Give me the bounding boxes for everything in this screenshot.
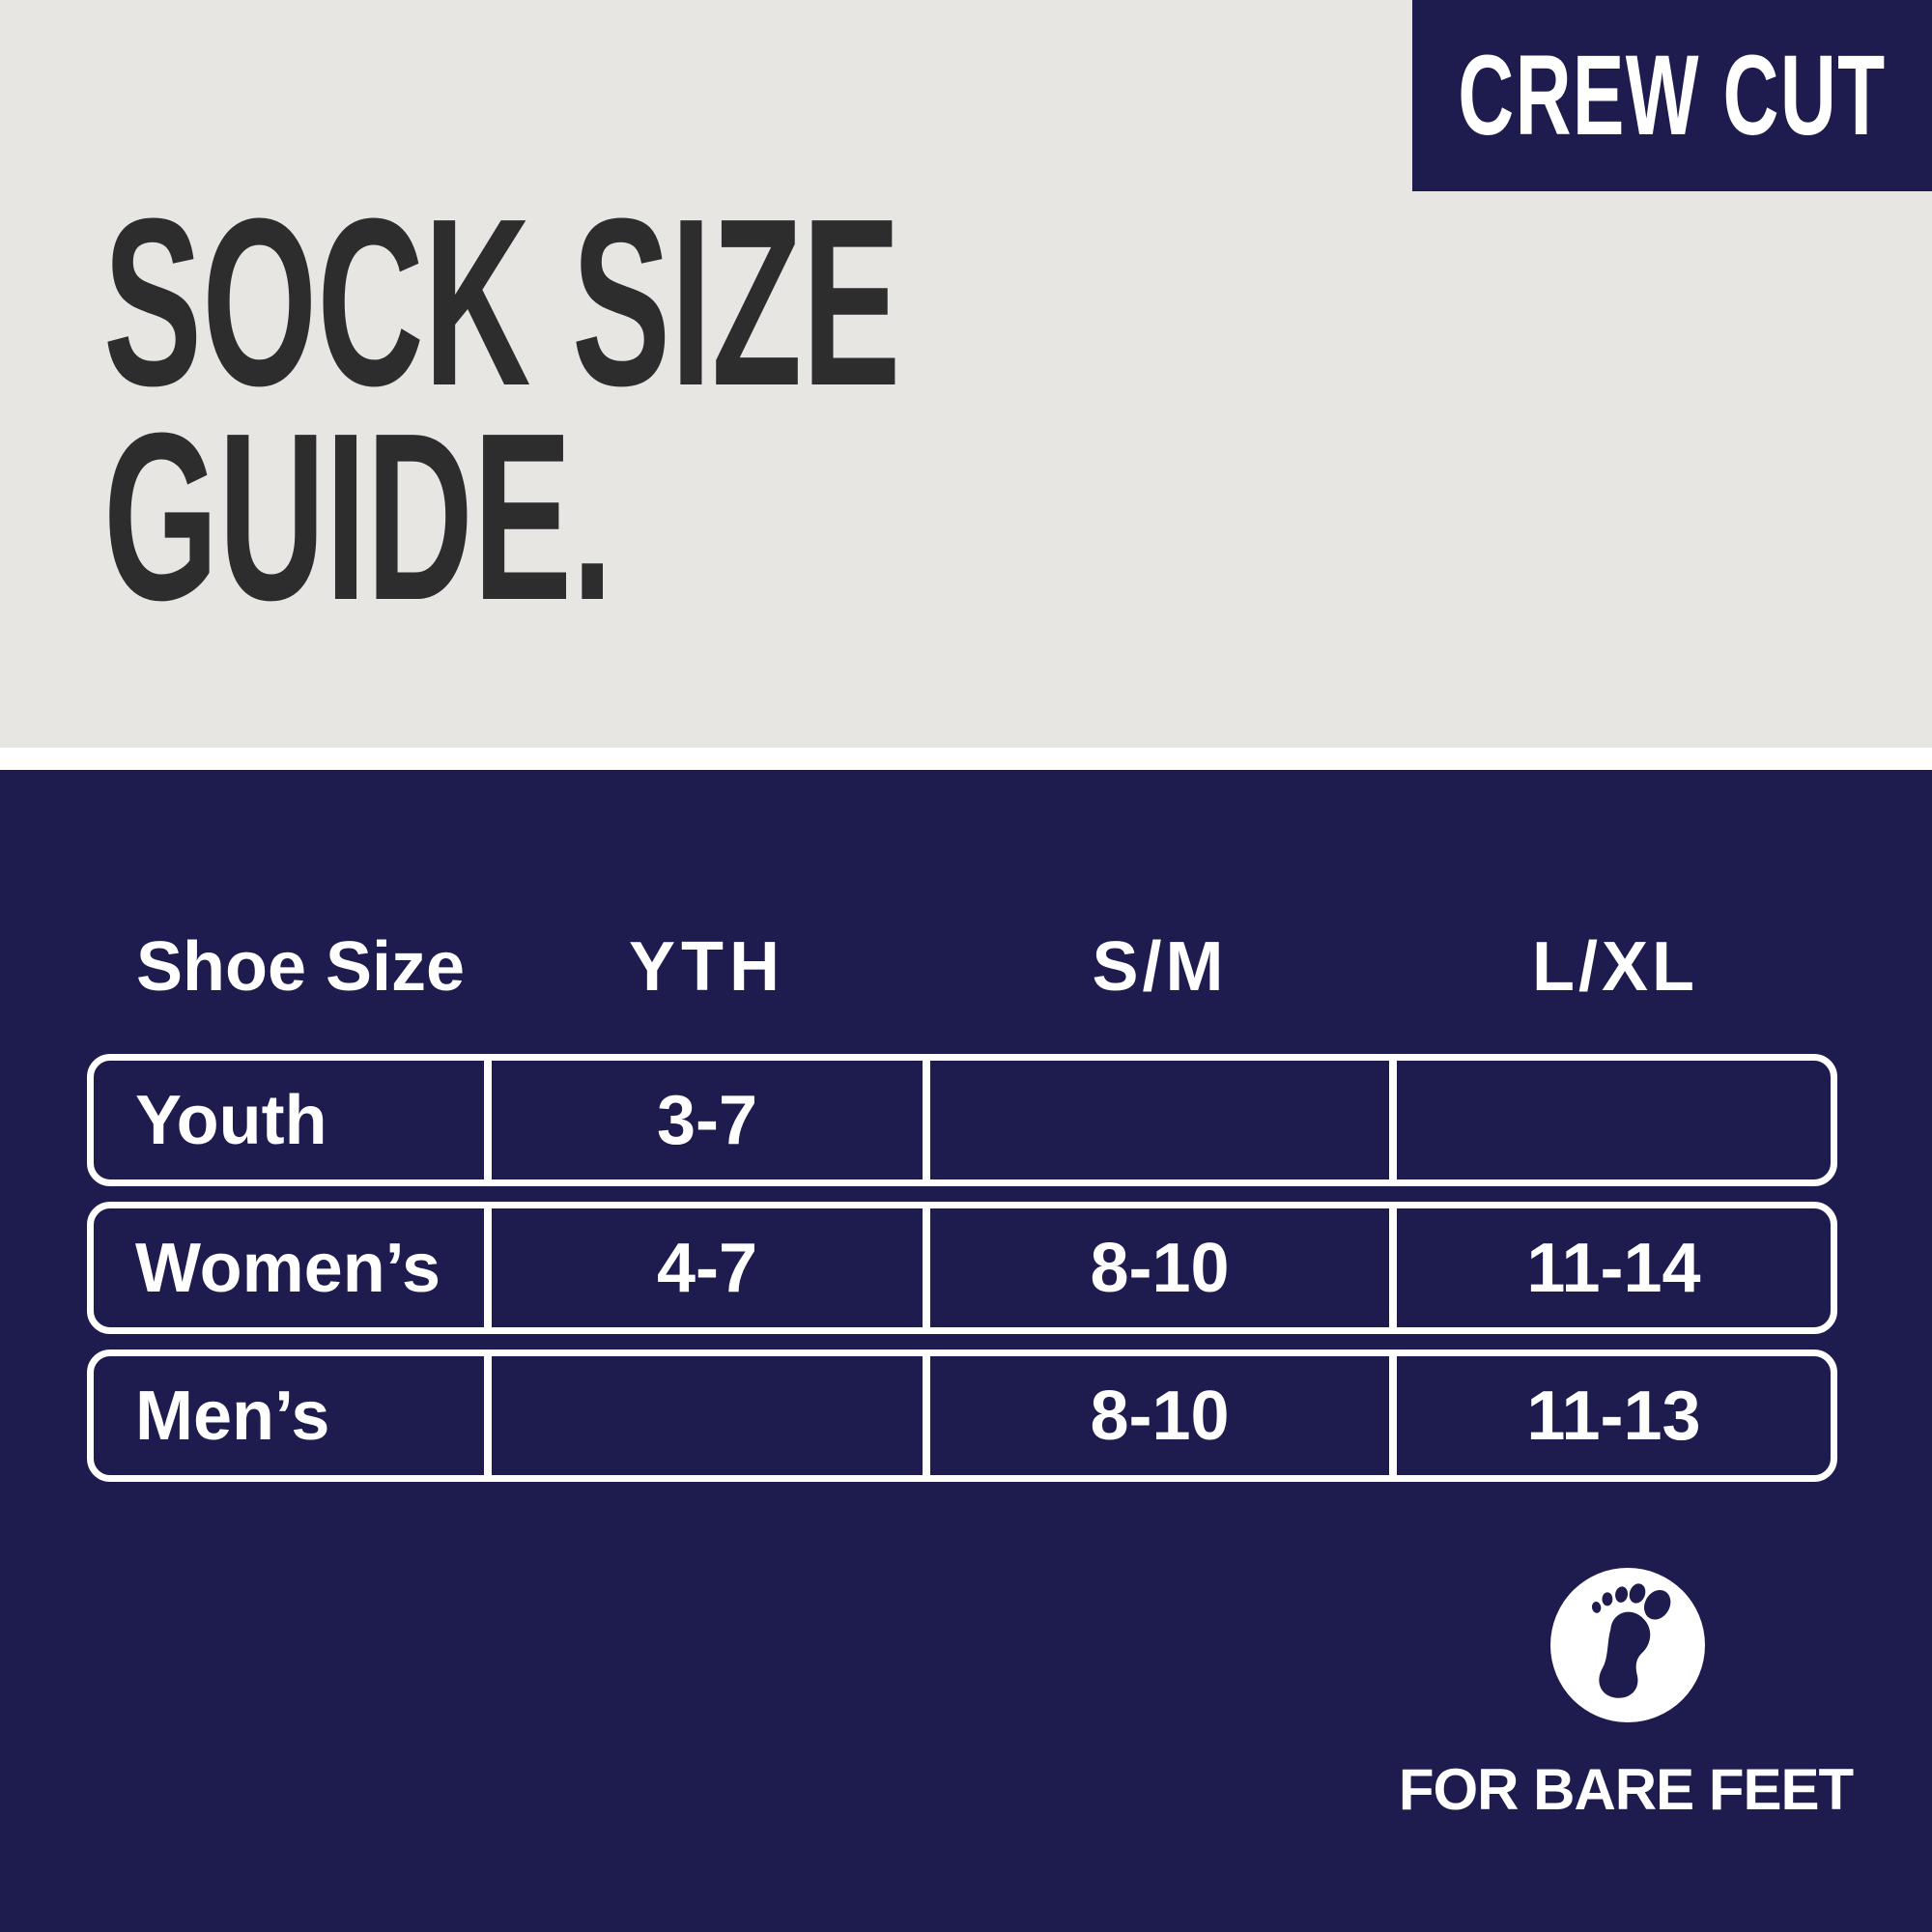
page-title-line1: SOCK SIZE xyxy=(103,169,901,436)
cell-yth xyxy=(492,1356,930,1475)
table-row-womens: Women’s 4-7 8-10 11-14 xyxy=(87,1202,1837,1334)
column-header-lxl: L/XL xyxy=(1532,928,1698,1006)
column-header-sm: S/M xyxy=(1092,928,1228,1006)
brand-name: FOR BARE FEET xyxy=(1398,1757,1854,1822)
page-title-line2: GUIDE. xyxy=(103,384,613,650)
column-header-shoe-size: Shoe Size xyxy=(136,928,466,1006)
table-row-youth: Youth 3-7 xyxy=(87,1054,1837,1186)
footprint-icon xyxy=(1550,1568,1705,1722)
cell-sm xyxy=(930,1061,1397,1179)
cell-lxl xyxy=(1397,1061,1831,1179)
cell-lxl: 11-14 xyxy=(1526,1229,1701,1307)
crew-cut-badge: CREW CUT xyxy=(1412,0,1932,191)
row-label: Youth xyxy=(94,1061,492,1179)
table-row-mens: Men’s 8-10 11-13 xyxy=(87,1350,1837,1482)
cell-yth: 3-7 xyxy=(492,1061,930,1179)
crew-cut-badge-label: CREW CUT xyxy=(1458,32,1887,159)
cell-lxl: 11-13 xyxy=(1526,1377,1701,1455)
page-title: SOCK SIZE GUIDE. xyxy=(103,169,901,650)
column-header-yth: YTH xyxy=(629,928,785,1006)
row-label: Women’s xyxy=(94,1208,492,1327)
cell-sm: 8-10 xyxy=(930,1356,1397,1475)
cell-sm: 8-10 xyxy=(930,1208,1397,1327)
cell-yth: 4-7 xyxy=(492,1208,930,1327)
row-label: Men’s xyxy=(94,1356,492,1475)
